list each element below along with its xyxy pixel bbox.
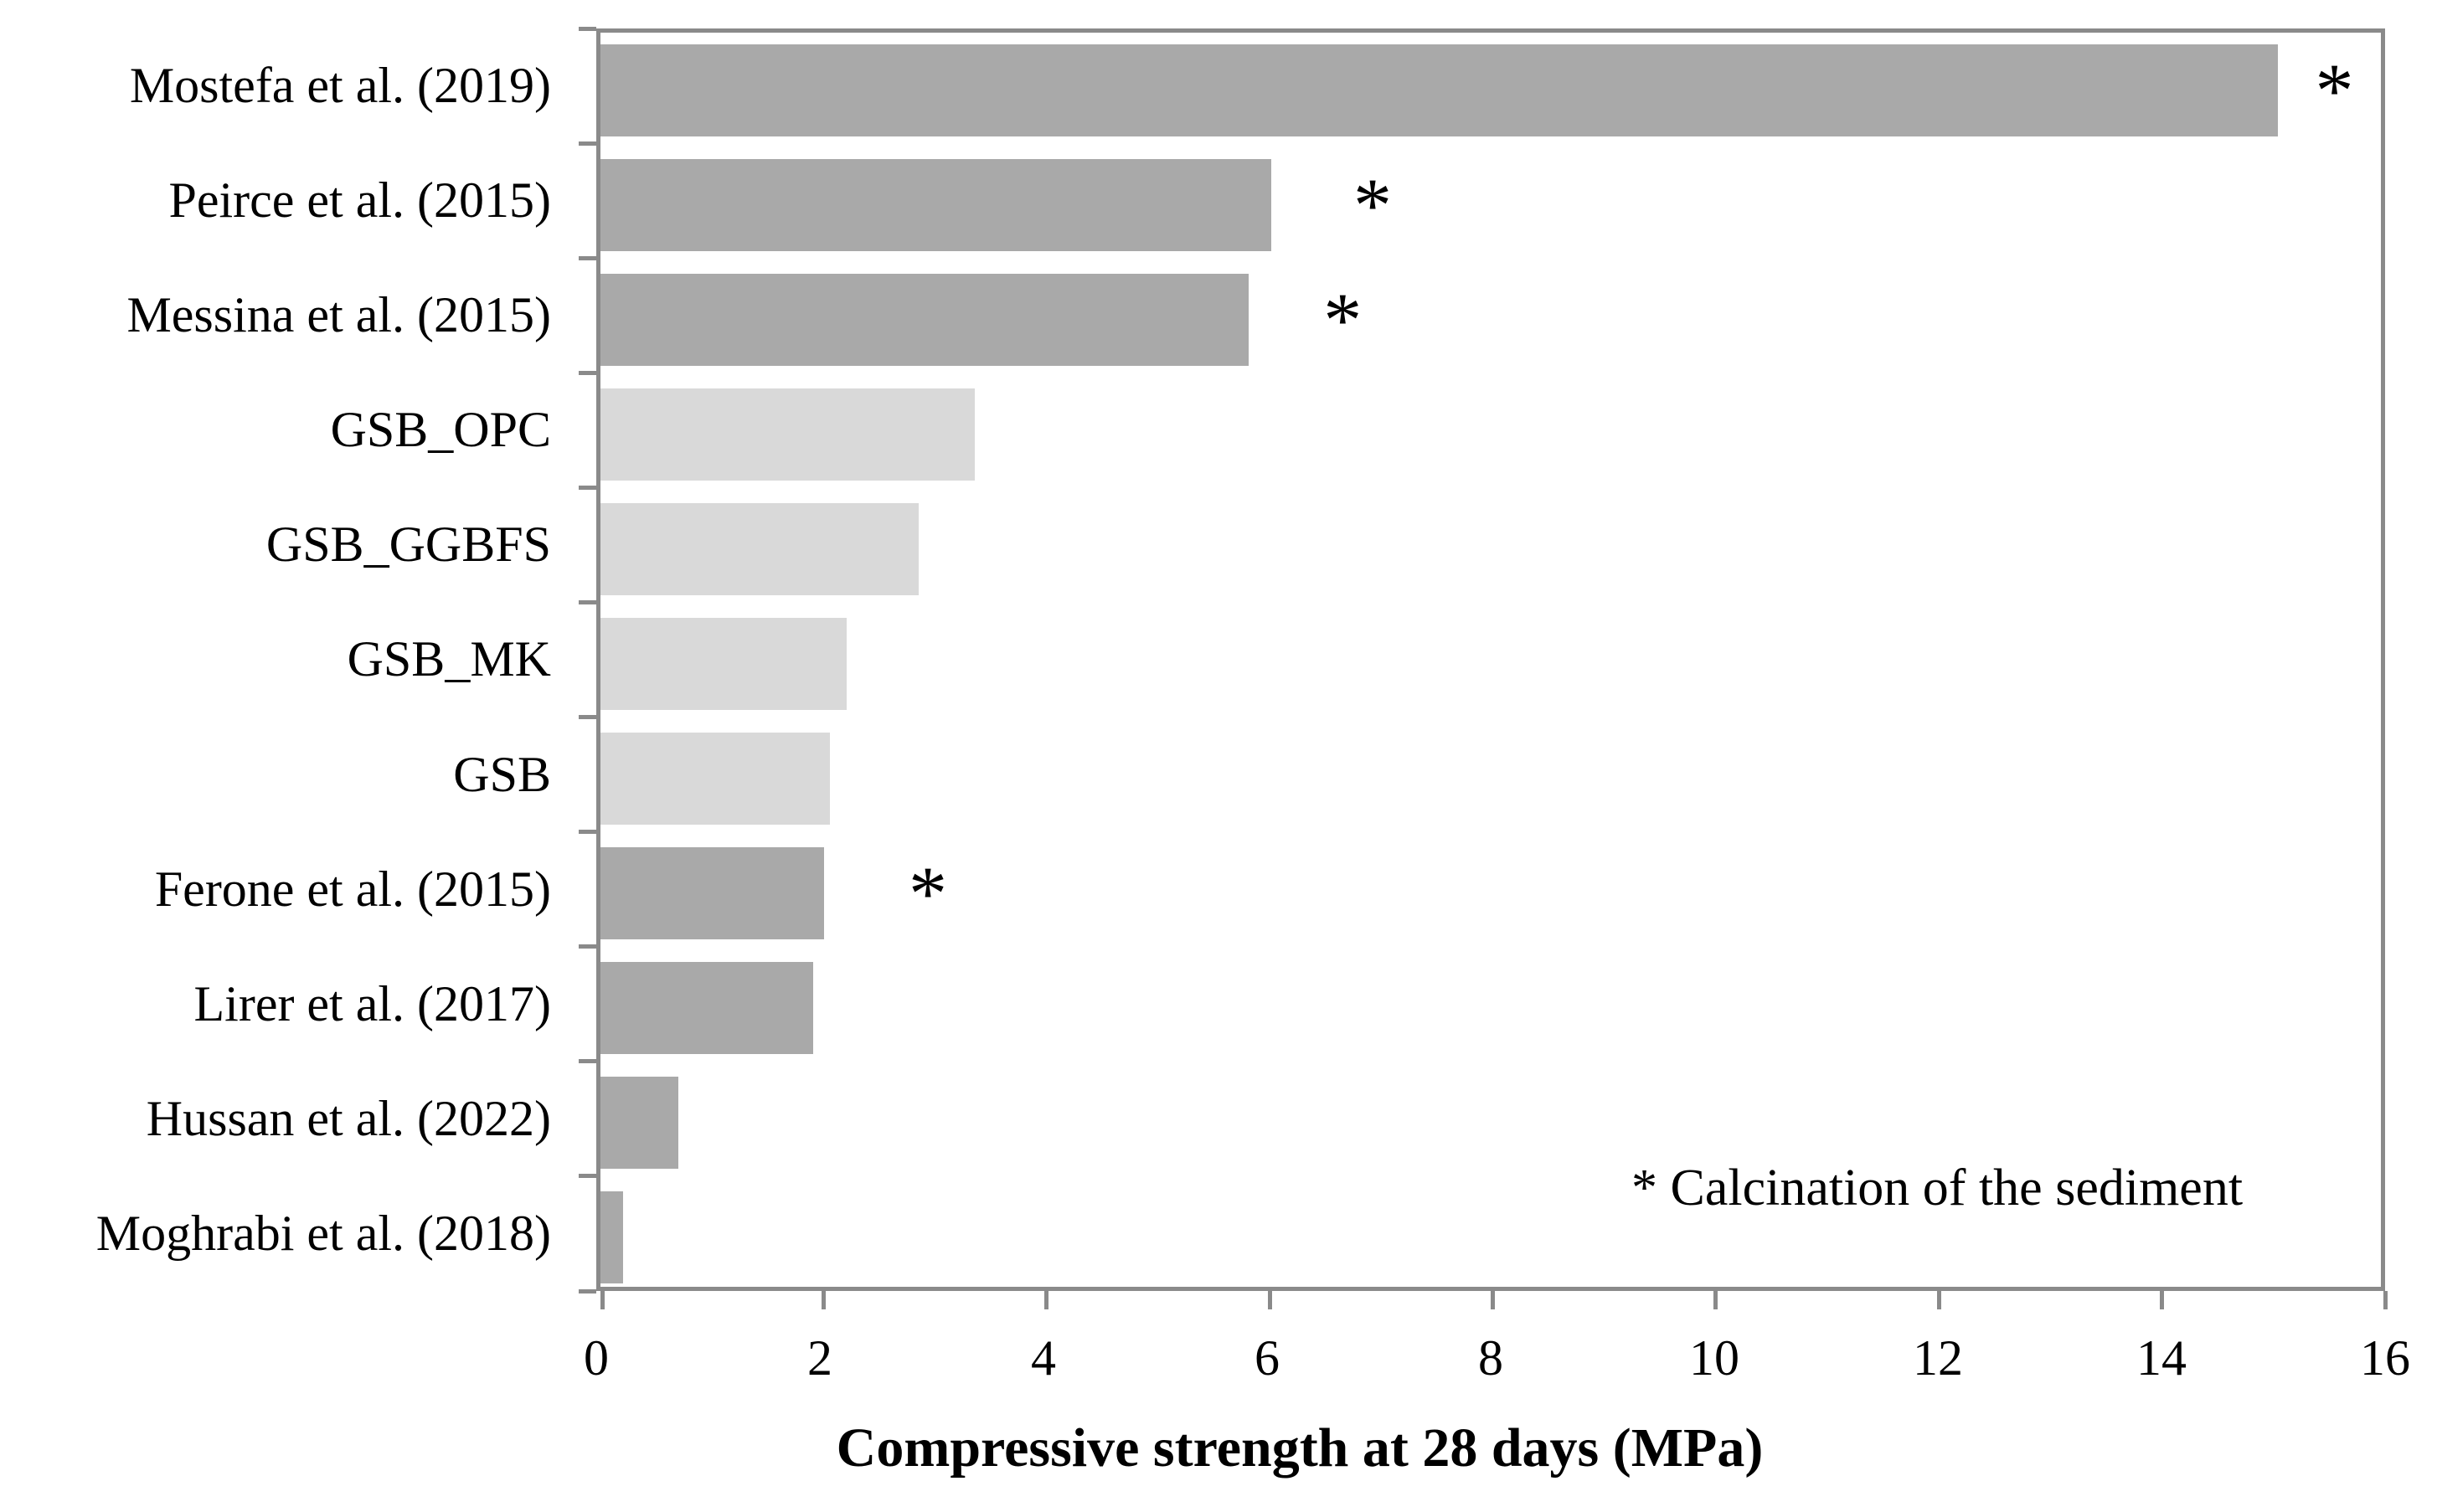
x-axis-tick-label: 8: [1478, 1330, 1503, 1386]
plot-area: * * * * * Calcination of the sediment: [579, 26, 2388, 1309]
x-axis-tick-label: 0: [584, 1330, 609, 1386]
y-axis-tick: [579, 141, 596, 146]
category-label: Ferone et al. (2015): [154, 861, 551, 917]
x-axis-tick: [1936, 1291, 1941, 1309]
asterisk-marker: *: [909, 851, 947, 937]
x-axis-tick: [2383, 1291, 2388, 1309]
x-axis-title: Compressive strength at 28 days (MPa): [836, 1417, 1764, 1479]
category-label: GSB_MK: [347, 631, 551, 687]
bar-Messina et al. (2015): [600, 273, 1249, 366]
category-label: Moghrabi et al. (2018): [95, 1205, 551, 1261]
x-axis-tick-label: 4: [1031, 1330, 1056, 1386]
y-axis-tick: [579, 830, 596, 835]
x-axis-tick-label: 10: [1689, 1330, 1739, 1386]
category-label: Messina et al. (2015): [126, 287, 551, 343]
asterisk-marker: *: [1353, 162, 1392, 248]
category-label: GSB_OPC: [330, 402, 551, 458]
x-axis-tick: [1267, 1291, 1272, 1309]
bar-GSB_OPC: [600, 388, 976, 481]
y-axis-tick: [579, 485, 596, 490]
category-label: Lirer et al. (2017): [193, 975, 551, 1031]
x-axis-tick-label: 12: [1913, 1330, 1963, 1386]
bar-GSB: [600, 733, 830, 825]
x-axis-tick: [1491, 1291, 1495, 1309]
bar-GSB_GGBFS: [600, 502, 920, 595]
category-label: Mostefa et al. (2019): [129, 58, 551, 114]
y-axis-tick: [579, 1288, 596, 1293]
x-axis-tick: [2160, 1291, 2165, 1309]
category-label: GSB: [453, 746, 551, 802]
category-label: Hussan et al. (2022): [146, 1090, 551, 1146]
bar-GSB_MK: [600, 618, 847, 710]
x-axis-tick: [1044, 1291, 1049, 1309]
y-axis-tick: [579, 255, 596, 260]
bar-Lirer et al. (2017): [600, 962, 813, 1055]
bar-Peirce et al. (2015): [600, 158, 1271, 251]
bar-Moghrabi et al. (2018): [600, 1191, 623, 1284]
x-axis-tick: [821, 1291, 826, 1309]
x-axis-tick-label: 16: [2360, 1330, 2410, 1386]
y-axis-tick: [579, 715, 596, 720]
asterisk-marker: *: [2315, 47, 2354, 133]
x-axis-tick-label: 6: [1255, 1330, 1280, 1386]
x-axis-tick-label: 14: [2136, 1330, 2187, 1386]
x-axis-tick-label: 2: [807, 1330, 832, 1386]
y-axis-tick: [579, 370, 596, 375]
x-axis-tick: [600, 1291, 605, 1309]
bar-Hussan et al. (2022): [600, 1077, 679, 1170]
y-axis-tick: [579, 599, 596, 604]
category-label: GSB_GGBFS: [265, 517, 551, 573]
bar-Mostefa et al. (2019): [600, 44, 2278, 136]
y-axis-tick: [579, 26, 596, 31]
category-label: Peirce et al. (2015): [168, 172, 551, 229]
y-axis-tick: [579, 1059, 596, 1064]
bar-Ferone et al. (2015): [600, 847, 824, 940]
y-axis-tick: [579, 944, 596, 949]
asterisk-marker: *: [1323, 276, 1363, 363]
y-axis-tick: [579, 1174, 596, 1179]
calcination-footnote: * Calcination of the sediment: [1631, 1160, 2244, 1216]
x-axis-tick: [1713, 1291, 1718, 1309]
